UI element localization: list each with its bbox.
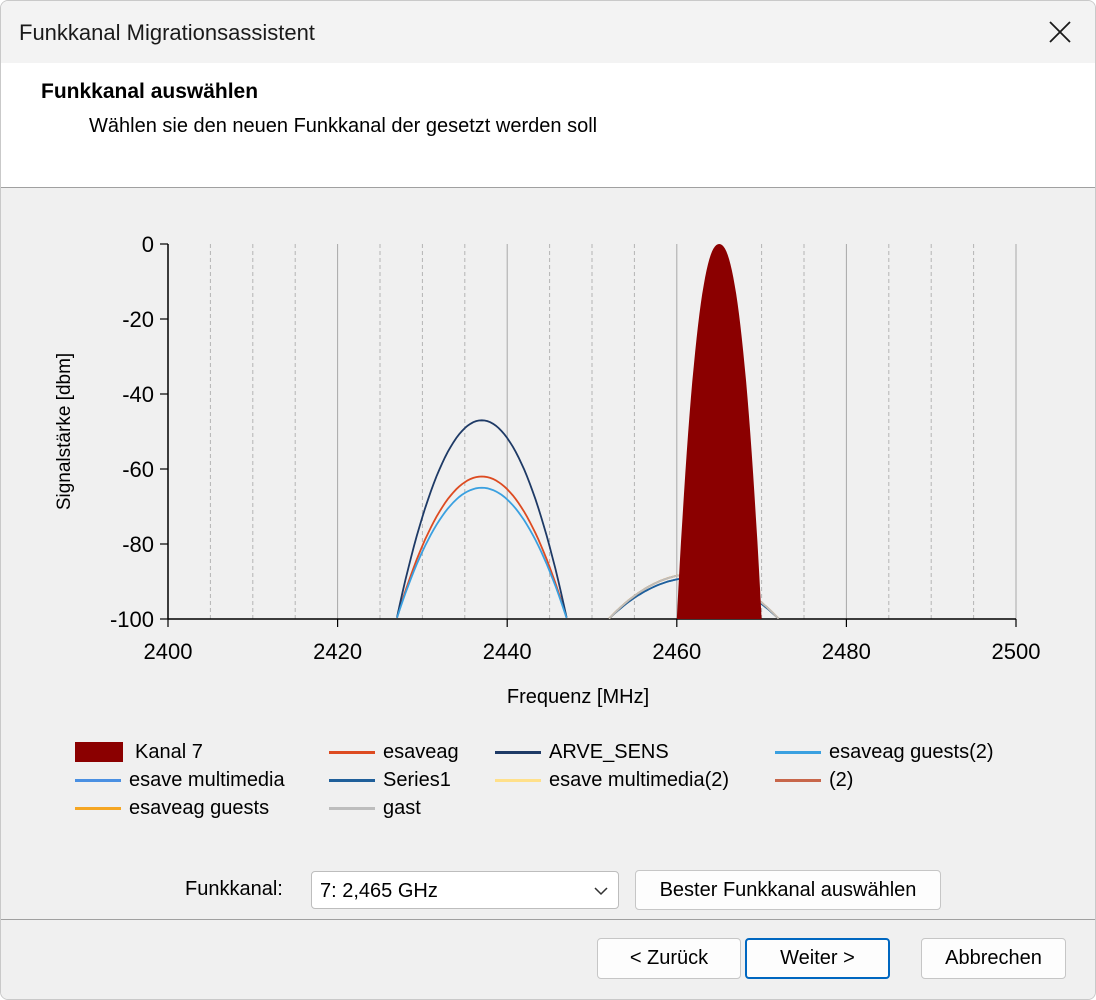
x-tick-label: 2400 [144, 639, 193, 664]
series-line [396, 419, 568, 618]
channel-label: Funkkanal: [185, 878, 283, 900]
legend-item: esaveag guests(2) [775, 740, 994, 764]
title-bar: Funkkanal Migrationsassistent [1, 1, 1095, 63]
legend-swatch [75, 778, 121, 782]
page-subtitle: Wählen sie den neuen Funkkanal der geset… [89, 115, 598, 137]
legend-swatch [329, 806, 375, 810]
x-tick-label: 2500 [992, 639, 1041, 664]
channel-select-value: 7: 2,465 GHz [320, 880, 438, 902]
series-line [396, 486, 568, 619]
legend-item: gast [329, 796, 421, 820]
x-axis-title: Frequenz [MHz] [507, 686, 649, 708]
y-axis-title: Signalstärke [dbm] [54, 353, 75, 510]
x-tick-label: 2440 [483, 639, 532, 664]
y-tick-label: -100 [110, 607, 154, 632]
close-button[interactable] [1025, 1, 1095, 63]
x-tick-label: 2420 [313, 639, 362, 664]
wizard-header: Funkkanal auswählen Wählen sie den neuen… [1, 63, 1095, 188]
spectrum-chart: 0 -20 -40 -60 -80 -100 2400 2420 2440 2460 2480 250… [54, 232, 1041, 708]
legend-swatch [75, 806, 121, 810]
legend-swatch [495, 778, 541, 782]
y-tick-label: 0 [142, 232, 154, 257]
wizard-content: 0 -20 -40 -60 -80 -100 2400 2420 2440 2460 2480 250… [1, 188, 1095, 918]
legend-item: Kanal 7 [75, 740, 203, 764]
legend-item: ARVE_SENS [495, 740, 669, 764]
channel-select[interactable]: 7: 2,465 GHz [311, 871, 619, 909]
legend-item: esave multimedia [75, 768, 285, 792]
legend-item: (2) [775, 768, 853, 792]
window-title: Funkkanal Migrationsassistent [19, 20, 315, 45]
wizard-footer: < Zurück Weiter > Abbrechen [1, 919, 1095, 999]
chevron-down-icon [594, 887, 608, 896]
x-tick-label: 2480 [822, 639, 871, 664]
legend-item: Series1 [329, 768, 451, 792]
series-area [676, 244, 762, 619]
close-icon [1049, 21, 1071, 43]
legend-label: esave multimedia [129, 768, 285, 791]
legend-label: esave multimedia(2) [549, 768, 730, 791]
legend-label: Series1 [383, 768, 451, 791]
legend-item: esaveag guests [75, 796, 269, 820]
legend-label: gast [383, 796, 421, 819]
legend-label: esaveag [383, 740, 459, 763]
legend-swatch [329, 778, 375, 782]
legend-label: esaveag guests [129, 796, 270, 819]
next-button[interactable]: Weiter > [745, 938, 890, 979]
back-button[interactable]: < Zurück [597, 938, 741, 979]
cancel-button[interactable]: Abbrechen [921, 938, 1066, 979]
y-tick-label: -80 [122, 532, 154, 557]
legend-label: (2) [829, 768, 854, 791]
legend-label: ARVE_SENS [549, 740, 669, 763]
legend-label: Kanal 7 [135, 740, 203, 763]
y-tick-label: -60 [122, 457, 154, 482]
page-title: Funkkanal auswählen [41, 80, 259, 103]
legend-label: esaveag guests(2) [829, 740, 994, 763]
legend-swatch [75, 742, 123, 762]
legend-swatch [329, 750, 375, 754]
legend-item: esave multimedia(2) [495, 768, 729, 792]
legend-swatch [775, 750, 821, 754]
y-tick-label: -20 [122, 307, 154, 332]
y-tick-label: -40 [122, 382, 154, 407]
legend-swatch [775, 778, 821, 782]
legend-item: esaveag [329, 740, 459, 764]
legend-swatch [495, 750, 541, 754]
x-tick-label: 2460 [652, 639, 701, 664]
series-line [396, 475, 568, 619]
best-channel-button[interactable]: Bester Funkkanal auswählen [635, 870, 941, 910]
